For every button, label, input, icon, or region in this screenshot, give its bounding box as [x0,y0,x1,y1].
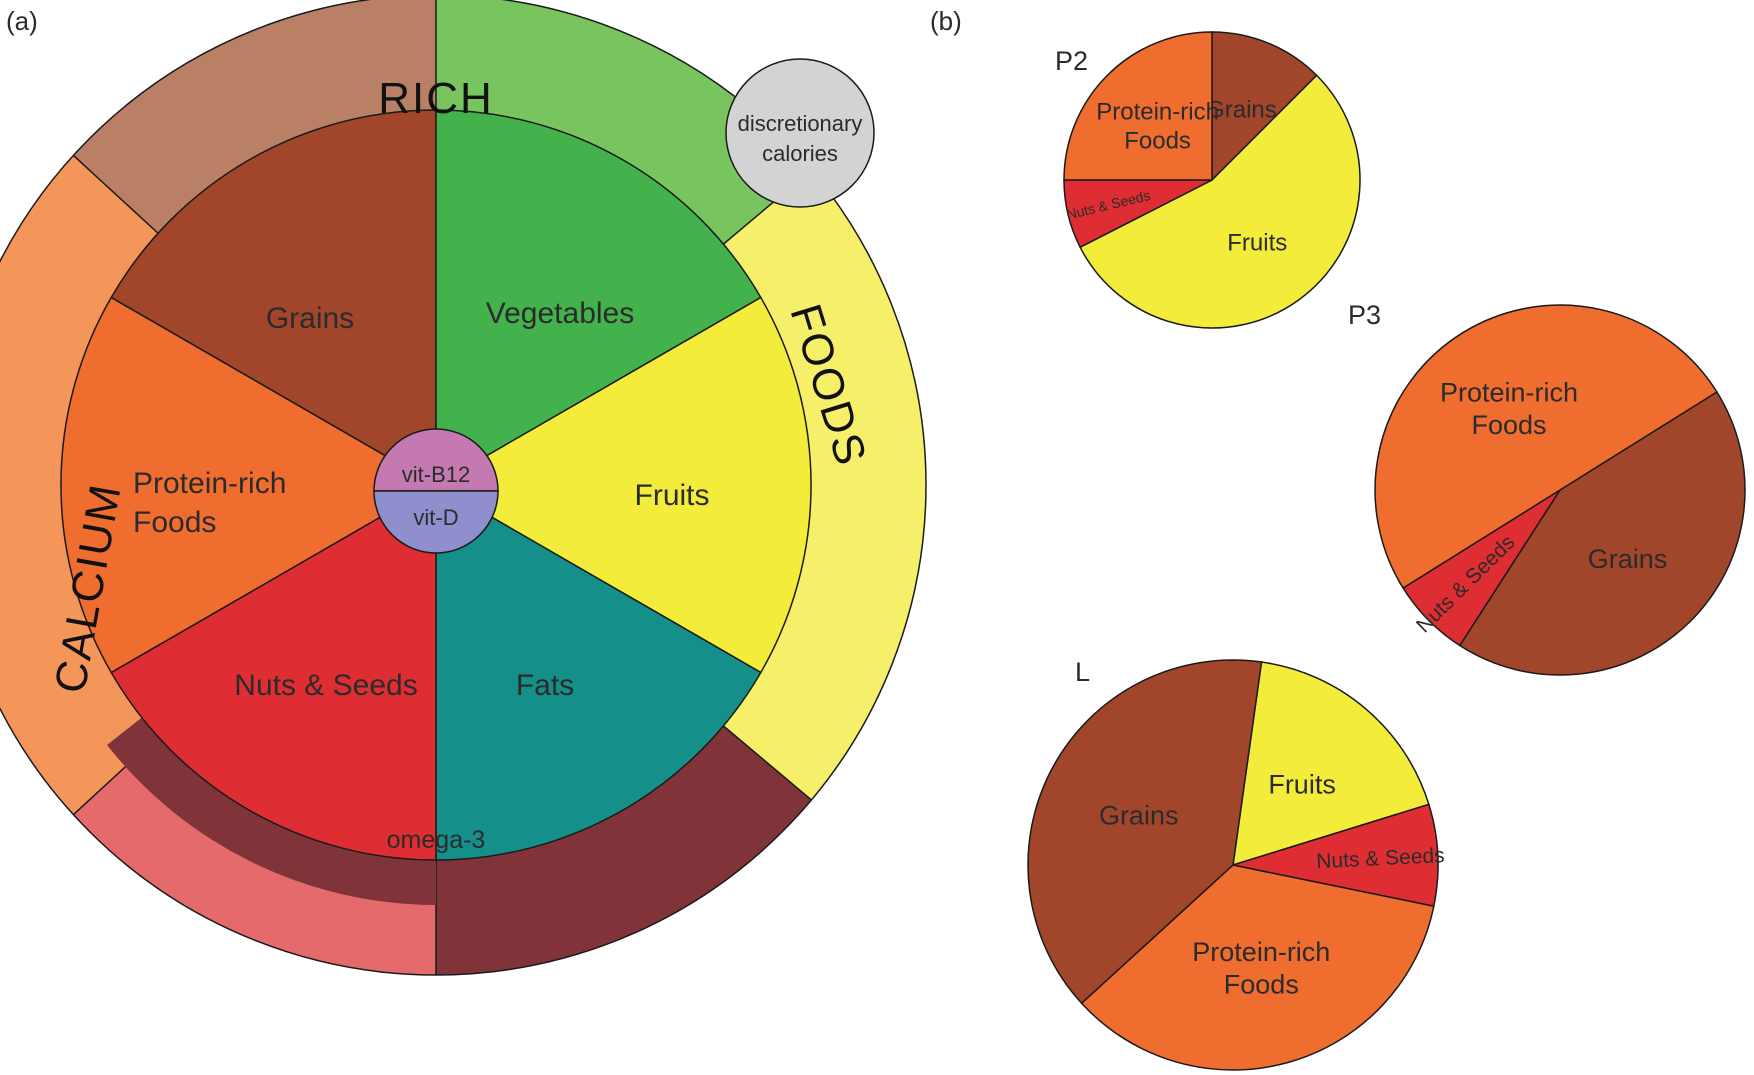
segment-label-nuts: Nuts & Seeds [234,669,417,702]
segment-vegetables [435,109,762,487]
discretionary-label-2: calories [762,141,838,166]
segment-label-grains: Grains [266,302,354,335]
rim-label-rich: RICH [378,74,494,123]
pie-slice-label: Protein-rich [1440,378,1578,408]
pie-slice-label: Fruits [1227,230,1287,257]
pie-slice-label: Protein-rich [1096,99,1219,126]
pie-slice [1080,864,1435,1071]
segment-fruits [434,296,812,674]
pie-slice-label: Foods [1224,969,1299,999]
center-top [373,428,499,492]
pie-slice [1458,390,1746,676]
pie-name: P2 [1055,46,1088,76]
omega-label: omega-3 [387,826,486,854]
pie-slice-label: Fruits [1268,769,1336,799]
segment-grains [110,109,437,487]
panel-a-label: (a) [6,6,38,36]
segment-label-protein-2: Foods [133,506,216,539]
segment-label-fruits: Fruits [635,479,710,512]
pie-slice [1374,304,1718,590]
pie-slice [1232,803,1439,908]
pie-slice [1079,74,1361,329]
pie-slice-label: Protein-rich [1192,937,1330,967]
pie-slice [1063,31,1213,181]
segment-nuts [110,483,437,861]
segment-fats [435,483,762,861]
segment-label-protein-1: Protein-rich [133,467,286,500]
pie-slice [1232,661,1430,867]
pie-name: L [1075,657,1090,687]
discretionary-label-1: discretionary [738,111,863,136]
pie-slice-label: Foods [1471,410,1546,440]
vit-b12-label: vit-B12 [402,462,470,487]
center-bottom [373,490,499,554]
segment-label-vegetables: Vegetables [486,297,634,330]
pie-slice [1211,31,1318,182]
panel-b-label: (b) [930,6,962,36]
segment-label-fats: Fats [516,669,574,702]
pie-slice [1027,659,1263,1005]
pie-slice-label: Grains [1099,801,1179,831]
pie-slice-label: Foods [1124,127,1191,154]
food-wheel: Grains Vegetables Fruits Fats Nuts & See… [0,0,927,976]
segment-protein [60,296,438,674]
discretionary-bubble [725,58,875,208]
vit-d-label: vit-D [413,505,458,530]
pie-slice-label: Grains [1206,96,1277,123]
pie-slice-label: Grains [1588,544,1668,574]
pie-name: P3 [1348,300,1381,330]
